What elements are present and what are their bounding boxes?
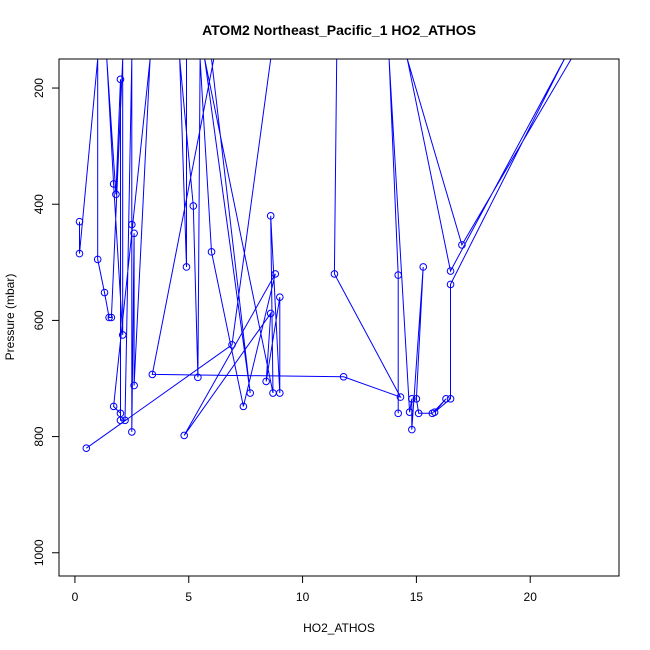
data-point	[330, 270, 339, 278]
data-point	[276, 293, 284, 301]
data-point	[130, 381, 138, 390]
data-point	[116, 409, 125, 418]
data-point	[116, 75, 125, 84]
data-point	[121, 416, 129, 425]
data-point	[408, 425, 416, 434]
data-point	[148, 370, 157, 379]
y-axis: 200 400 600 800 1000	[32, 78, 59, 566]
data-point	[207, 248, 216, 256]
plot-frame	[58, 58, 620, 577]
data-point	[339, 372, 348, 381]
data-point	[266, 309, 275, 318]
data-point	[128, 220, 136, 229]
data-point	[105, 313, 113, 322]
data-point	[405, 408, 414, 416]
data-point	[458, 241, 466, 249]
x-axis: 0 5 10 15 20	[72, 576, 538, 604]
y-tick-label: 800	[32, 426, 46, 446]
x-tick-label: 10	[296, 590, 310, 604]
data-point	[239, 402, 248, 411]
data-point	[262, 377, 270, 386]
data-point	[109, 402, 118, 411]
data-point	[130, 229, 138, 238]
data-point	[75, 249, 84, 258]
data-point	[128, 428, 136, 436]
data-point	[112, 190, 120, 199]
x-tick-label: 20	[524, 590, 538, 604]
data-point	[228, 341, 236, 349]
data-point	[269, 389, 277, 397]
data-point	[75, 217, 84, 226]
series-layer	[75, 59, 572, 453]
data-point	[394, 409, 402, 418]
data-point	[396, 393, 405, 401]
data-point	[446, 280, 455, 289]
data-point	[182, 263, 191, 271]
data-point	[446, 267, 455, 275]
data-point	[442, 395, 450, 403]
data-point	[412, 395, 421, 403]
x-tick-label: 0	[72, 590, 79, 604]
data-point	[189, 202, 198, 210]
series-line-1	[79, 59, 151, 432]
x-axis-label: HO2_ATHOS	[303, 621, 375, 635]
data-point	[419, 263, 428, 271]
data-point	[93, 255, 102, 264]
data-point	[194, 373, 202, 382]
data-point	[100, 288, 109, 297]
data-point	[82, 444, 91, 453]
data-point	[246, 389, 255, 397]
data-point	[109, 180, 118, 188]
data-point	[408, 395, 416, 403]
y-tick-label: 400	[32, 194, 46, 214]
data-point	[430, 408, 439, 416]
data-point	[118, 331, 127, 339]
data-point	[446, 395, 455, 403]
data-point	[107, 313, 116, 322]
y-tick-label: 600	[32, 310, 46, 330]
y-tick-label: 200	[32, 78, 46, 98]
x-tick-label: 15	[410, 590, 424, 604]
data-point	[266, 212, 275, 220]
y-axis-label: Pressure (mbar)	[3, 274, 17, 361]
data-point	[271, 270, 280, 278]
data-point	[394, 271, 402, 279]
data-point	[414, 409, 423, 418]
series-line-3	[388, 59, 572, 430]
x-tick-label: 5	[185, 590, 192, 604]
series-line-2	[86, 59, 402, 449]
chart-title: ATOM2 Northeast_Pacific_1 HO2_ATHOS	[202, 22, 476, 38]
data-point	[180, 431, 189, 440]
y-tick-label: 1000	[32, 539, 46, 566]
